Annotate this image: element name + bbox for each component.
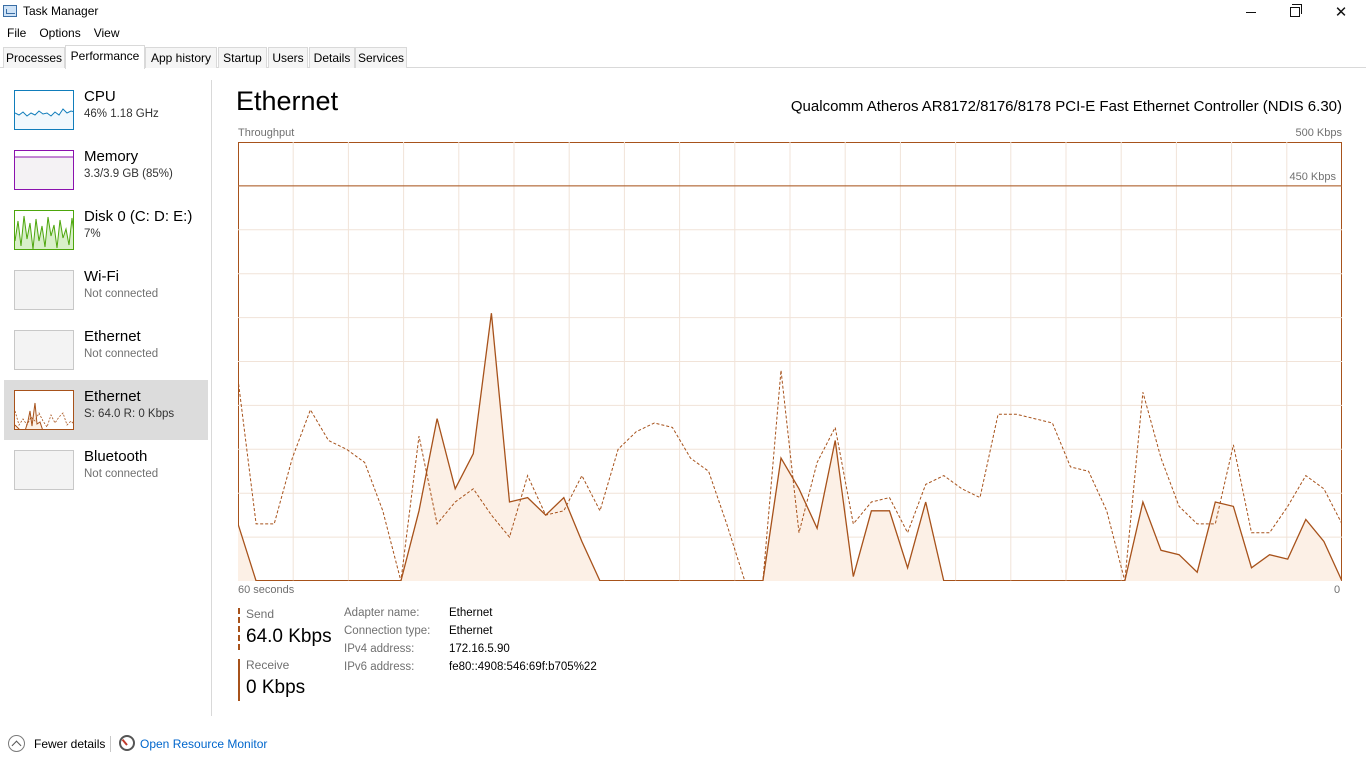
ipv6-value: fe80::4908:546:69f:b705%22 [449,661,597,673]
fewer-details-button[interactable]: Fewer details [34,737,106,751]
receive-series-line [238,313,1342,581]
sidebar-item-sub: 3.3/3.9 GB (85%) [84,168,173,180]
bluetooth-thumbnail [14,450,74,490]
send-series-line [238,370,1342,581]
sidebar-item-name: Ethernet [84,388,141,405]
chart-max-label: 500 Kbps [1295,127,1342,139]
throughput-graph: 450 Kbps [238,142,1342,581]
menu-options[interactable]: Options [39,26,81,40]
receive-value: 0 Kbps [246,677,306,698]
sidebar-item-name: Wi-Fi [84,268,119,285]
window-title: Task Manager [23,4,99,18]
connection-type-value: Ethernet [449,625,493,637]
sidebar-item-cpu[interactable]: CPU 46% 1.18 GHz [4,80,208,140]
cpu-thumbnail [14,90,74,130]
cpu-thumbnail-graph [15,108,73,129]
footer-divider [110,736,111,752]
adapter-model: Qualcomm Atheros AR8172/8176/8178 PCI-E … [790,98,1342,115]
resource-monitor-icon[interactable] [119,735,135,751]
page-title: Ethernet [236,86,339,116]
limit-label: 450 Kbps [1290,171,1337,183]
menu-file[interactable]: File [7,26,27,40]
ethernet-thumbnail-graph [15,402,73,429]
sidebar-item-ethernet-2[interactable]: Ethernet S: 64.0 R: 0 Kbps [4,380,208,440]
sidebar-item-name: Bluetooth [84,448,148,465]
minimize-icon [1246,11,1256,13]
restore-icon [1290,4,1302,17]
sidebar-item-memory[interactable]: Memory 3.3/3.9 GB (85%) [4,140,208,200]
task-manager-icon [3,5,17,17]
x-axis-right-label: 0 [1334,584,1341,596]
ipv6-label: IPv6 address: [344,661,415,673]
disk-thumbnail-graph [15,215,73,249]
restore-button[interactable] [1272,0,1318,24]
menu-view[interactable]: View [93,26,120,40]
tab-app-history[interactable]: App history [145,47,217,68]
sidebar-item-sub: 46% 1.18 GHz [84,108,159,120]
minimize-button[interactable] [1228,0,1274,24]
performance-sidebar: CPU 46% 1.18 GHz Memory 3.3/3.9 GB (85%)… [0,80,212,716]
adapter-name-label: Adapter name: [344,607,420,619]
memory-thumbnail-graph [15,156,73,189]
tab-details[interactable]: Details [309,47,355,68]
ethernet-2-thumbnail [14,390,74,430]
sidebar-item-name: CPU [84,88,116,105]
disk-thumbnail [14,210,74,250]
footer: Fewer details Open Resource Monitor [0,730,1366,758]
tab-users[interactable]: Users [268,47,308,68]
tab-processes[interactable]: Processes [3,47,65,68]
ethernet-1-thumbnail [14,330,74,370]
receive-indicator [238,659,240,701]
sidebar-item-bluetooth[interactable]: Bluetooth Not connected [4,440,208,500]
open-resource-monitor-link[interactable]: Open Resource Monitor [140,737,268,751]
sidebar-item-sub: Not connected [84,288,159,300]
wifi-thumbnail [14,270,74,310]
sidebar-item-sub: Not connected [84,468,159,480]
close-button[interactable]: ✕ [1318,0,1364,24]
menu-bar: File Options View [0,24,126,44]
chevron-up-icon[interactable] [8,735,25,752]
tab-services[interactable]: Services [355,47,407,68]
sidebar-item-disk[interactable]: Disk 0 (C: D: E:) 7% [4,200,208,260]
sidebar-item-sub: Not connected [84,348,159,360]
sidebar-item-sub: 7% [84,228,101,240]
tab-performance[interactable]: Performance [65,45,145,69]
sidebar-item-wifi[interactable]: Wi-Fi Not connected [4,260,208,320]
tab-startup[interactable]: Startup [218,47,267,68]
sidebar-item-sub: S: 64.0 R: 0 Kbps [84,408,175,420]
tab-strip: Processes Performance App history Startu… [0,45,1366,69]
connection-type-label: Connection type: [344,625,431,637]
send-value: 64.0 Kbps [246,626,332,647]
receive-label: Receive [246,658,290,672]
memory-thumbnail [14,150,74,190]
x-axis-left-label: 60 seconds [238,584,295,596]
sidebar-item-name: Disk 0 (C: D: E:) [84,208,193,225]
sidebar-item-ethernet-1[interactable]: Ethernet Not connected [4,320,208,380]
chart-title: Throughput [238,127,295,139]
send-label: Send [246,607,275,621]
receive-series-area [238,313,1342,581]
title-bar: Task Manager ✕ [0,0,1366,24]
ipv4-value: 172.16.5.90 [449,643,510,655]
sidebar-item-name: Memory [84,148,139,165]
send-indicator [238,608,240,650]
ipv4-label: IPv4 address: [344,643,415,655]
sidebar-item-name: Ethernet [84,328,141,345]
adapter-name-value: Ethernet [449,607,493,619]
close-icon: ✕ [1334,4,1348,21]
